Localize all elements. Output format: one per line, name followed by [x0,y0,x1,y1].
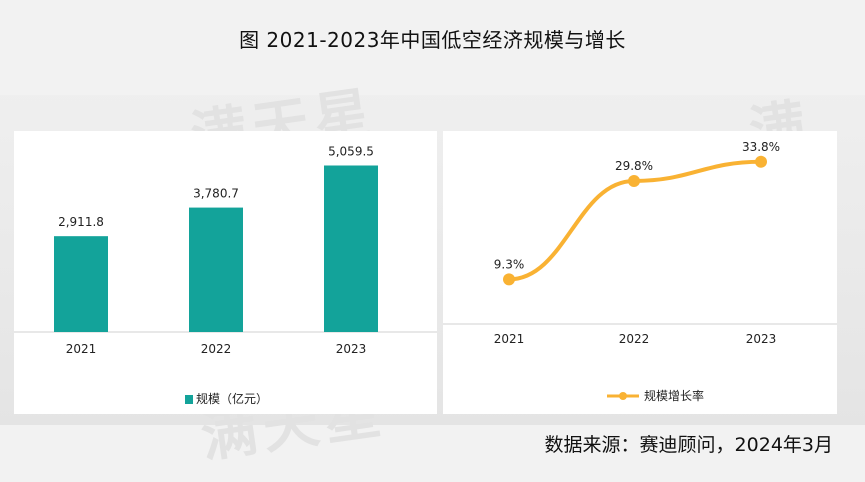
point-value-label-2022: 29.8% [615,159,653,173]
bar-2023 [324,165,378,332]
x-tick-label-2023: 2023 [336,342,367,356]
bar-value-label-2023: 5,059.5 [328,144,374,158]
x-tick-label-2021: 2021 [494,332,525,346]
legend-swatch-bar [185,395,193,404]
x-tick-label-2023: 2023 [746,332,777,346]
bar-2022 [189,207,243,332]
data-point-2022 [628,174,640,187]
bar-value-label-2021: 2,911.8 [58,215,104,229]
x-tick-label-2022: 2022 [201,342,232,356]
bar-chart: 2,911.8 2021 3,780.7 2022 5,059.5 2023 规模（亿元） [14,144,437,406]
bar-2021 [54,236,108,332]
legend-label-line: 规模增长率 [644,388,704,403]
legend-marker [619,392,627,400]
point-value-label-2021: 9.3% [494,257,525,271]
x-tick-label-2022: 2022 [619,332,650,346]
x-tick-label-2021: 2021 [66,342,97,356]
line-chart: 9.3% 2021 29.8% 2022 33.8% 2023 规模增长率 [443,140,837,403]
line-chart-panel: 9.3% 2021 29.8% 2022 33.8% 2023 规模增长率 [443,131,837,414]
data-point-2021 [503,273,515,286]
data-point-2023 [755,155,767,168]
point-value-label-2023: 33.8% [742,140,780,154]
bar-chart-panel: 2,911.8 2021 3,780.7 2022 5,059.5 2023 规模（亿元） [14,131,437,414]
legend-label-bar: 规模（亿元） [196,391,268,406]
page-title: 图 2021-2023年中国低空经济规模与增长 [239,28,626,52]
bar-value-label-2022: 3,780.7 [193,187,239,201]
source-note: 数据来源：赛迪顾问，2024年3月 [544,434,833,456]
